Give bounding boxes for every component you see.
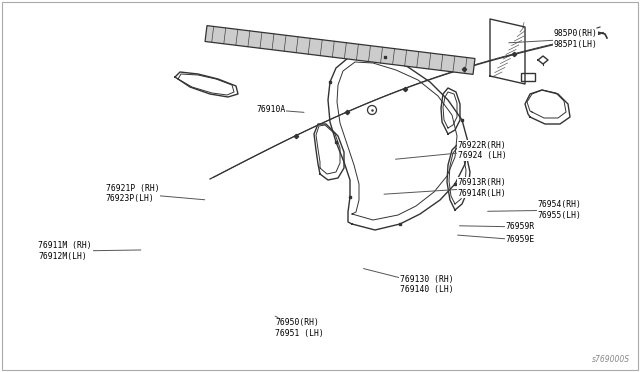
Text: 76911M (RH)
76912M(LH): 76911M (RH) 76912M(LH) (38, 241, 141, 261)
Text: 76950(RH)
76951 (LH): 76950(RH) 76951 (LH) (275, 316, 324, 338)
Text: 76959R: 76959R (460, 222, 535, 231)
Text: 985P0(RH)
985P1(LH): 985P0(RH) 985P1(LH) (509, 29, 598, 49)
Text: s769000S: s769000S (592, 355, 630, 364)
Text: 76913R(RH)
76914R(LH): 76913R(RH) 76914R(LH) (384, 178, 506, 198)
Text: 76959E: 76959E (458, 235, 535, 244)
Polygon shape (205, 26, 475, 74)
Text: 76922R(RH)
76924 (LH): 76922R(RH) 76924 (LH) (396, 141, 506, 160)
Text: 76921P (RH)
76923P(LH): 76921P (RH) 76923P(LH) (106, 184, 205, 203)
Text: 769130 (RH)
769140 (LH): 769130 (RH) 769140 (LH) (364, 269, 454, 294)
Text: 76910A: 76910A (256, 105, 304, 114)
Text: 76954(RH)
76955(LH): 76954(RH) 76955(LH) (488, 201, 582, 220)
